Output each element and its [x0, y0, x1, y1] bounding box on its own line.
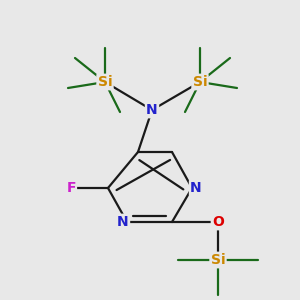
Text: N: N	[146, 103, 158, 117]
Text: Si: Si	[211, 253, 225, 267]
Text: F: F	[66, 181, 76, 195]
Text: Si: Si	[98, 75, 112, 89]
Text: N: N	[190, 181, 202, 195]
Text: O: O	[212, 215, 224, 229]
Text: N: N	[117, 215, 129, 229]
Text: Si: Si	[193, 75, 207, 89]
